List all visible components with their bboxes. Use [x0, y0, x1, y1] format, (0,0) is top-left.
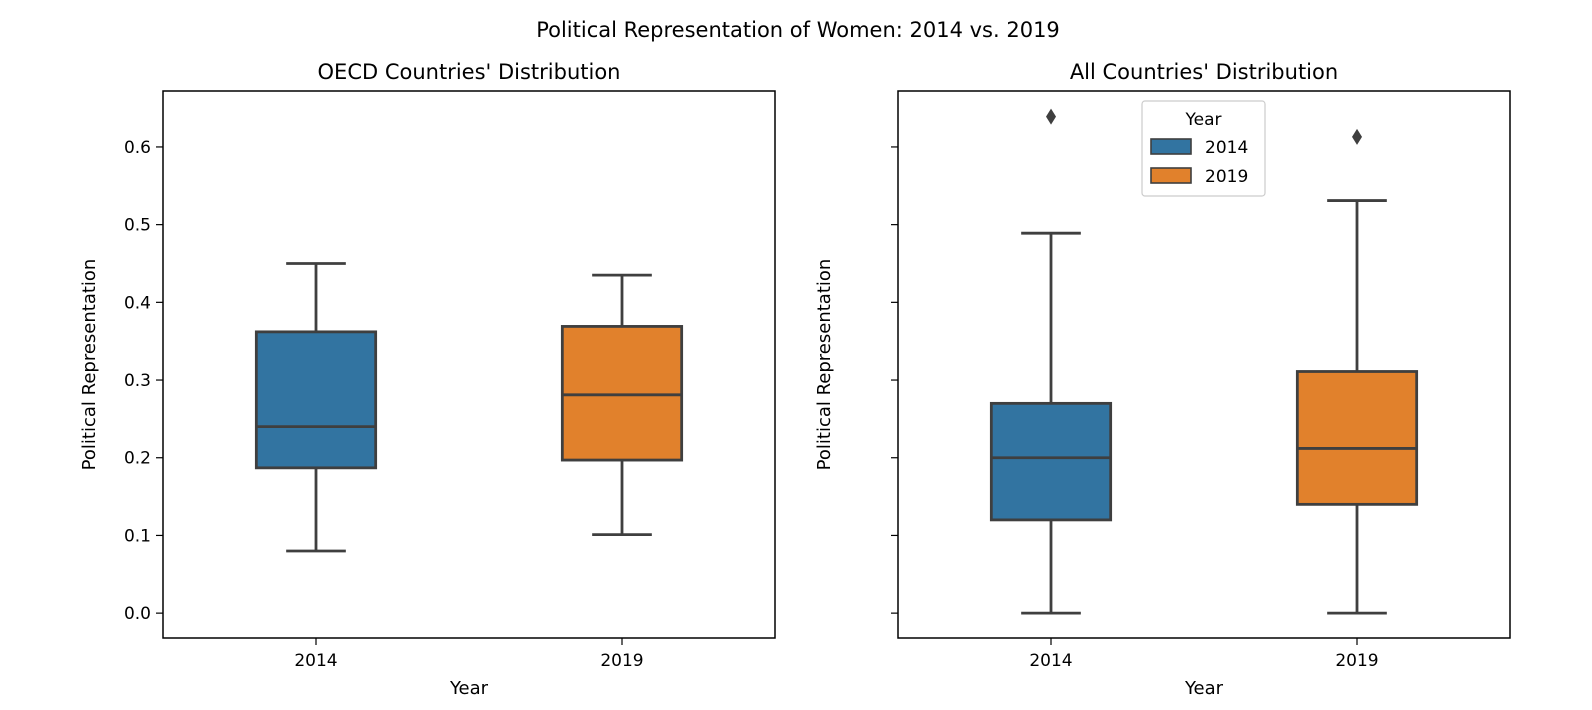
plot-frame [897, 90, 1511, 639]
panel-title: All Countries' Distribution [1070, 60, 1338, 84]
y-tick-label: 0.6 [124, 138, 151, 158]
figure-title: Political Representation of Women: 2014 … [536, 18, 1060, 42]
chart-panel-2: All Countries' Distribution 2014 2019 Year P… [814, 60, 1511, 699]
y-tick-label: 0.4 [124, 293, 151, 313]
legend-swatch-2019 [1150, 167, 1192, 184]
y-tick-label: 0.2 [124, 449, 151, 469]
box-iqr [560, 325, 684, 462]
box-2014 [254, 262, 378, 553]
x-axis-label: Year [449, 678, 489, 699]
chart-panel-1: OECD Countries' Distribution 0.0 0.1 0.2 0.3… [79, 60, 776, 699]
panel-title: OECD Countries' Distribution [318, 60, 621, 84]
legend-label-2014: 2014 [1205, 138, 1248, 158]
box-iqr [1295, 370, 1419, 506]
outlier-marker [1046, 108, 1056, 125]
x-axis-label: Year [1184, 678, 1224, 699]
y-tick-label: 0.1 [124, 526, 151, 546]
box-iqr [254, 330, 378, 470]
y-axis-label: Political Representation [79, 259, 100, 471]
y-tick-label: 0.0 [124, 604, 151, 624]
plot-frame [162, 90, 776, 639]
box-iqr [989, 401, 1113, 522]
legend-swatch-2014 [1150, 138, 1192, 155]
box-2019 [560, 273, 684, 537]
box-2019 [1295, 128, 1419, 615]
legend-title: Year [1185, 110, 1222, 130]
x-tick-label: 2014 [294, 651, 337, 671]
legend-label-2019: 2019 [1205, 167, 1248, 187]
y-tick-label: 0.5 [124, 216, 151, 236]
outlier-marker [1352, 128, 1362, 145]
box-2014 [989, 108, 1113, 615]
y-axis-label: Political Representation [814, 259, 835, 471]
y-tick-label: 0.3 [124, 371, 151, 391]
legend: Year 2014 2019 [1141, 100, 1266, 197]
x-tick-label: 2019 [1335, 651, 1378, 671]
x-tick-label: 2014 [1029, 651, 1072, 671]
x-tick-label: 2019 [600, 651, 643, 671]
